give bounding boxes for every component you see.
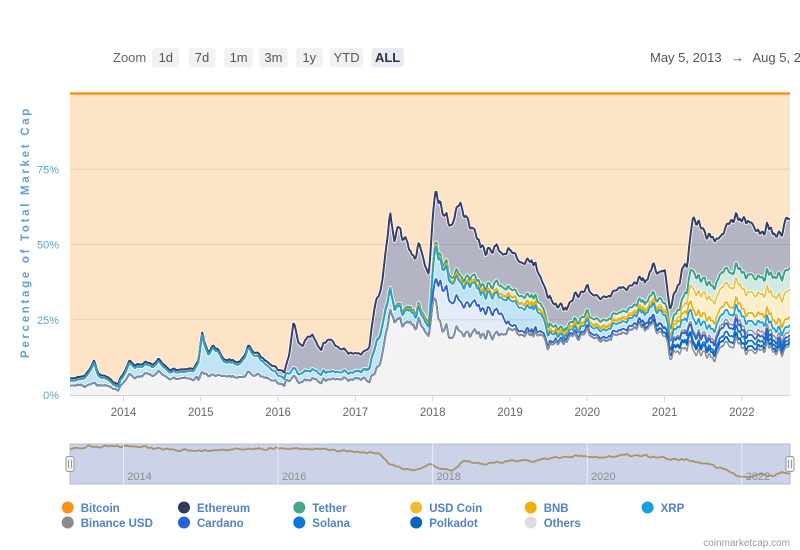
- svg-text:USD Coin: USD Coin: [429, 503, 482, 515]
- svg-text:2020: 2020: [591, 471, 615, 483]
- svg-text:coinmarketcap.com: coinmarketcap.com: [703, 538, 790, 549]
- svg-text:2016: 2016: [282, 471, 306, 483]
- svg-text:BNB: BNB: [544, 503, 569, 515]
- svg-text:50%: 50%: [37, 240, 59, 252]
- svg-text:XRP: XRP: [661, 503, 685, 515]
- svg-text:Percentage of Total Market Cap: Percentage of Total Market Cap: [20, 106, 32, 358]
- svg-text:Tether: Tether: [312, 503, 347, 515]
- svg-text:1m: 1m: [230, 50, 248, 65]
- svg-text:ALL: ALL: [375, 50, 400, 65]
- svg-text:2018: 2018: [420, 407, 446, 419]
- svg-text:25%: 25%: [37, 315, 59, 327]
- svg-text:75%: 75%: [37, 164, 59, 176]
- svg-text:Solana: Solana: [312, 518, 350, 530]
- svg-text:2017: 2017: [343, 407, 369, 419]
- svg-text:May 5, 2013: May 5, 2013: [650, 50, 722, 65]
- svg-text:2014: 2014: [127, 471, 151, 483]
- svg-text:2015: 2015: [188, 407, 214, 419]
- svg-text:Bitcoin: Bitcoin: [81, 503, 120, 515]
- svg-text:→: →: [731, 50, 744, 65]
- svg-text:Zoom: Zoom: [113, 50, 146, 65]
- svg-text:1d: 1d: [159, 50, 173, 65]
- svg-text:Aug 5, 2022: Aug 5, 2022: [753, 50, 800, 65]
- svg-text:2022: 2022: [746, 471, 770, 483]
- svg-text:1y: 1y: [302, 50, 316, 65]
- svg-text:2016: 2016: [265, 407, 291, 419]
- svg-text:Binance USD: Binance USD: [81, 518, 153, 530]
- svg-text:Ethereum: Ethereum: [197, 503, 250, 515]
- svg-text:Others: Others: [544, 518, 581, 530]
- svg-text:0%: 0%: [43, 390, 59, 402]
- svg-text:7d: 7d: [195, 50, 209, 65]
- svg-text:YTD: YTD: [334, 50, 360, 65]
- svg-text:2020: 2020: [575, 407, 601, 419]
- svg-text:2018: 2018: [436, 471, 460, 483]
- svg-text:Cardano: Cardano: [197, 518, 244, 530]
- svg-text:2021: 2021: [652, 407, 678, 419]
- svg-text:2014: 2014: [111, 407, 137, 419]
- svg-text:2022: 2022: [729, 407, 755, 419]
- svg-text:3m: 3m: [264, 50, 282, 65]
- svg-text:2019: 2019: [497, 407, 523, 419]
- svg-text:Polkadot: Polkadot: [429, 518, 478, 530]
